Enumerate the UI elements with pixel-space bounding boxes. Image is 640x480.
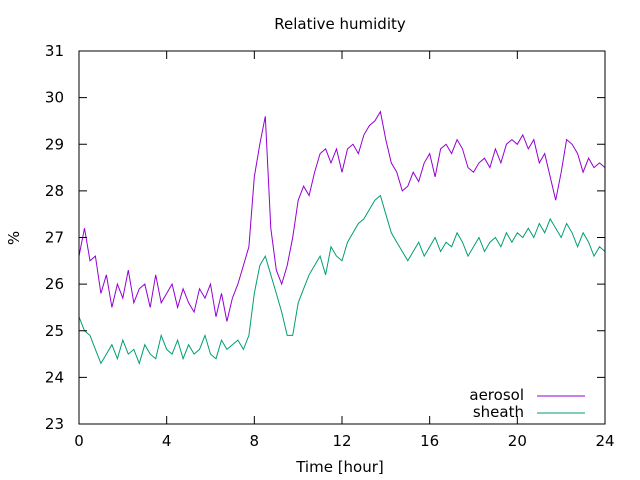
legend-label-aerosol: aerosol — [469, 386, 524, 404]
y-tick-label: 28 — [45, 182, 64, 200]
x-axis-title: Time [hour] — [295, 458, 384, 476]
y-tick-label: 26 — [45, 275, 64, 293]
chart-title: Relative humidity — [274, 15, 406, 33]
legend-label-sheath: sheath — [473, 403, 524, 421]
series-line-sheath — [78, 194, 606, 365]
y-tick-label: 27 — [45, 229, 64, 247]
y-tick-label: 29 — [45, 135, 64, 153]
y-tick-label: 24 — [45, 368, 64, 386]
x-tick-label: 4 — [162, 432, 172, 450]
y-tick-label: 31 — [45, 42, 64, 60]
x-tick-label: 12 — [332, 432, 351, 450]
ticks-layer: 0 4 8 12 16 20 24 23 24 25 26 27 28 29 30 31 — [45, 42, 615, 450]
x-tick-label: 16 — [420, 432, 439, 450]
series-line-aerosol — [78, 110, 606, 322]
y-tick-label: 25 — [45, 322, 64, 340]
legend: aerosol sheath — [469, 386, 585, 421]
y-tick-label: 23 — [45, 415, 64, 433]
plot-frame — [78, 50, 606, 425]
y-axis-title: % — [5, 231, 23, 245]
y-tick-label: 30 — [45, 89, 64, 107]
x-tick-label: 0 — [74, 432, 84, 450]
series-layer — [78, 110, 606, 365]
x-tick-label: 8 — [250, 432, 260, 450]
x-tick-label: 20 — [508, 432, 527, 450]
x-tick-label: 24 — [595, 432, 614, 450]
